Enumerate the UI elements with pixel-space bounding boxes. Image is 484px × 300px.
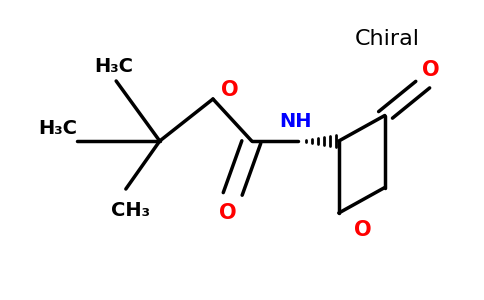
Text: O: O bbox=[354, 220, 372, 239]
Text: O: O bbox=[422, 61, 439, 80]
Text: CH₃: CH₃ bbox=[111, 200, 150, 220]
Text: O: O bbox=[221, 80, 239, 100]
Text: Chiral: Chiral bbox=[355, 29, 420, 49]
Text: H₃C: H₃C bbox=[94, 56, 133, 76]
Text: NH: NH bbox=[279, 112, 312, 131]
Text: H₃C: H₃C bbox=[39, 119, 77, 139]
Text: O: O bbox=[219, 203, 236, 223]
